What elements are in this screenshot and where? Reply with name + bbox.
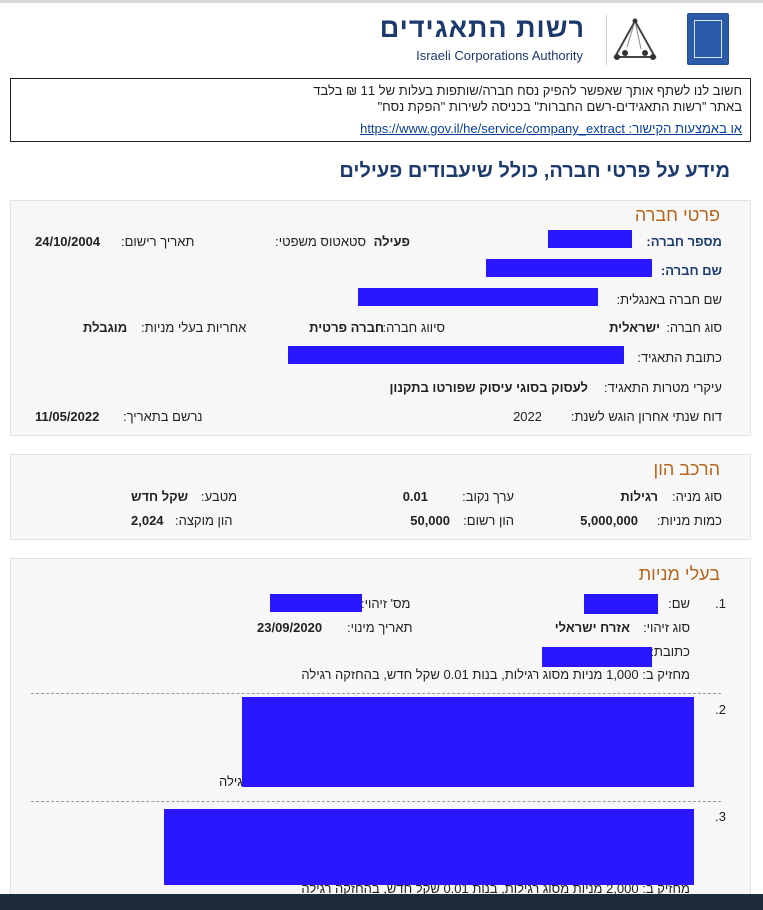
issued-capital-value: 2,024 bbox=[131, 513, 164, 528]
redacted-shareholder-address bbox=[542, 647, 652, 667]
classification-value: חברה פרטית bbox=[309, 320, 384, 335]
company-type-value: ישראלית bbox=[609, 320, 660, 335]
section-title: הרכב הון bbox=[653, 459, 720, 479]
par-value: 0.01 bbox=[402, 489, 428, 504]
english-name-label: שם חברה באנגלית: bbox=[616, 292, 723, 307]
report-date-value: 11/05/2022 bbox=[35, 409, 100, 424]
section-title: פרטי חברה bbox=[634, 205, 720, 225]
legal-status-label: סטאטוס משפטי: bbox=[275, 234, 366, 249]
shareholding-text-partial: גילה bbox=[219, 774, 243, 789]
share-count-label: כמות מניות: bbox=[656, 513, 722, 528]
top-border bbox=[0, 0, 763, 3]
section-title: בעלי מניות bbox=[638, 564, 720, 584]
registered-capital-value: 50,000 bbox=[410, 513, 450, 528]
appointment-date-value: 23/09/2020 bbox=[257, 620, 323, 635]
annual-report-label: דוח שנתי אחרון הוגש לשנת: bbox=[570, 409, 722, 424]
redacted-english-name bbox=[358, 288, 598, 306]
shareholder-id-label: מס' זיהוי: bbox=[361, 596, 411, 611]
company-details-panel: פרטי חברה מספר חברה: פעילה סטאטוס משפטי:… bbox=[10, 200, 751, 436]
redacted-shareholder-2 bbox=[242, 697, 694, 787]
registration-date-value: 24/10/2004 bbox=[35, 234, 101, 249]
shareholding-text: מחזיק ב: 1,000 מניות מסוג רגילות, בנות 0… bbox=[301, 667, 690, 682]
authority-title: רשות התאגידים bbox=[379, 13, 585, 43]
classification-label: סיווג חברה: bbox=[382, 320, 445, 335]
company-name-label: שם חברה: bbox=[660, 263, 722, 278]
shareholder-address-label: כתובת: bbox=[650, 644, 690, 659]
id-type-value: אזרח ישראלי bbox=[554, 620, 630, 635]
registered-capital-label: הון רשום: bbox=[463, 513, 514, 528]
share-type-value: רגילות bbox=[620, 489, 658, 504]
company-number-label: מספר חברה: bbox=[646, 234, 722, 249]
currency-label: מטבע: bbox=[201, 489, 238, 504]
redacted-shareholder-id bbox=[270, 594, 362, 612]
appointment-date-label: תאריך מינוי: bbox=[347, 620, 413, 635]
address-label: כתובת התאגיד: bbox=[637, 350, 722, 365]
annual-report-year: 2022 bbox=[513, 409, 542, 424]
currency-value: שקל חדש bbox=[131, 489, 189, 504]
company-type-label: סוג חברה: bbox=[666, 320, 722, 335]
notice-box: חשוב לנו לשתף אותך שאפשר להפיק נסח חברה/… bbox=[10, 78, 751, 142]
extract-service-link[interactable]: או באמצעות הקישור: https://www.gov.il/he… bbox=[360, 121, 742, 136]
bottom-bar bbox=[0, 894, 763, 910]
authority-subtitle: Israeli Corporations Authority bbox=[416, 48, 583, 63]
notice-line-2: באתר "רשות התאגידים-רשם החברות" בכניסה ל… bbox=[377, 99, 742, 114]
item-divider bbox=[31, 693, 721, 694]
issued-capital-label: הון מוקצה: bbox=[175, 513, 233, 528]
registration-date-label: תאריך רישום: bbox=[121, 234, 195, 249]
page-title: מידע על פרטי חברה, כולל שיעבודים פעילים bbox=[339, 160, 730, 182]
shareholder-number: 3. bbox=[715, 809, 726, 824]
redacted-shareholder-3 bbox=[164, 809, 694, 885]
par-value-label: ערך נקוב: bbox=[462, 489, 514, 504]
shareholder-number: 1. bbox=[715, 596, 726, 611]
share-count-value: 5,000,000 bbox=[580, 513, 638, 528]
liability-value: מוגבלת bbox=[83, 320, 128, 335]
id-type-label: סוג זיהוי: bbox=[643, 620, 690, 635]
legal-status-value: פעילה bbox=[373, 234, 410, 249]
purposes-value: לעסוק בסוגי עיסוק שפורטו בתקנון bbox=[389, 380, 588, 395]
redacted-company-number bbox=[548, 230, 632, 248]
item-divider bbox=[31, 801, 721, 802]
purposes-label: עיקרי מטרות התאגיד: bbox=[604, 380, 722, 395]
redacted-shareholder-name bbox=[584, 594, 658, 614]
redacted-address bbox=[288, 346, 624, 364]
shareholder-name-label: שם: bbox=[668, 596, 690, 611]
state-emblem-icon bbox=[687, 13, 729, 65]
capital-panel: הרכב הון סוג מניה: רגילות ערך נקוב: 0.01… bbox=[10, 454, 751, 540]
authority-logo-icon bbox=[606, 15, 663, 65]
redacted-company-name bbox=[486, 259, 652, 277]
shareholder-number: 2. bbox=[715, 702, 726, 717]
site-header: רשות התאגידים Israeli Corporations Autho… bbox=[0, 3, 763, 67]
shareholders-panel: בעלי מניות 1. שם: מס' זיהוי: סוג זיהוי: … bbox=[10, 558, 751, 898]
liability-label: אחריות בעלי מניות: bbox=[141, 320, 247, 335]
share-type-label: סוג מניה: bbox=[672, 489, 722, 504]
report-date-label: נרשם בתאריך: bbox=[123, 409, 203, 424]
notice-line-1: חשוב לנו לשתף אותך שאפשר להפיק נסח חברה/… bbox=[313, 83, 742, 98]
